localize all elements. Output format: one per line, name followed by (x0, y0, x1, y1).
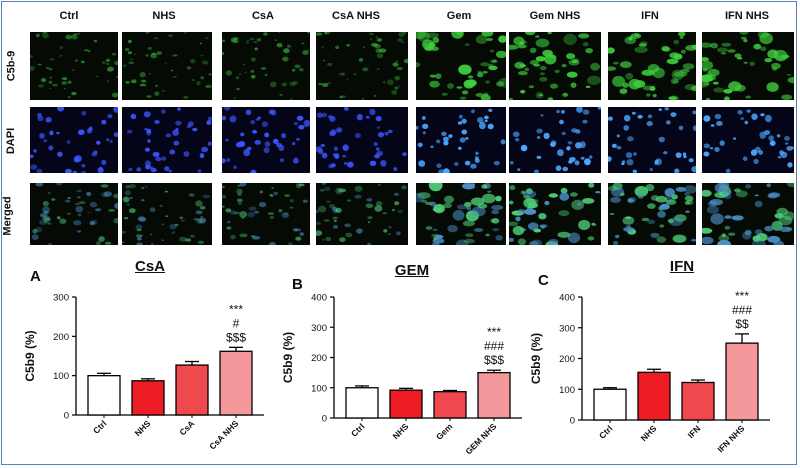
chart-a-significance-label: *** (229, 302, 243, 316)
chart-c-y-tick-label: 200 (559, 354, 575, 365)
micrograph-dapi-2 (122, 107, 212, 173)
chart-b-category-label: GEM NHS (463, 421, 498, 456)
micrograph-dapi-6 (509, 107, 601, 173)
chart-b-category-label: NHS (391, 421, 411, 441)
chart-a-bar-ctrl (87, 375, 121, 416)
micrograph-merged-2 (122, 183, 212, 245)
chart-b-bar-nhs (389, 389, 423, 419)
chart-a-bar-csa-nhs (219, 350, 253, 416)
column-label-nhs: NHS (152, 10, 176, 22)
chart-c-bar-ifn-nhs (725, 342, 759, 421)
chart-c-y-axis-label: C5b9 (%) (529, 333, 543, 384)
chart-title-csa: CsA (134, 258, 166, 275)
column-label-ifn-nhs: IFN NHS (725, 10, 769, 22)
chart-a-category-label: Ctrl (91, 418, 108, 435)
panel-letter-c: C (538, 272, 549, 289)
chart-c-category-label: IFN NHS (715, 423, 746, 454)
chart-c-significance-label: $$ (735, 317, 749, 331)
chart-a-category-label: CsA NHS (207, 418, 240, 451)
chart-b-y-tick-label: 300 (311, 323, 327, 334)
chart-b-y-tick-label: 400 (311, 293, 327, 304)
chart-c-bar-ifn (681, 381, 715, 421)
micrograph-dapi-4 (316, 107, 408, 173)
chart-b-y-tick-label: 200 (311, 353, 327, 364)
micrograph-merged-3 (222, 183, 310, 245)
chart-a-category-label: NHS (133, 418, 153, 438)
micrograph-c5b9-1 (30, 32, 118, 100)
chart-title-ifn: IFN (669, 258, 695, 275)
micrograph-c5b9-8 (702, 32, 794, 100)
micrograph-dapi-7 (608, 107, 696, 173)
chart-c-significance-label: ### (732, 303, 752, 317)
chart-b-y-axis-label: C5b9 (%) (281, 332, 295, 383)
chart-b-category-label: Ctrl (349, 421, 366, 438)
chart-a-bar-nhs (131, 380, 165, 416)
chart-b-category-label: Gem (434, 421, 455, 442)
chart-c-y-tick-label: 300 (559, 323, 575, 334)
chart-b-significance-label: ### (484, 339, 504, 353)
column-label-csa: CsA (251, 10, 275, 22)
column-label-ctrl: Ctrl (59, 10, 79, 22)
chart-a-y-tick-label: 300 (53, 293, 69, 304)
micrograph-merged-8 (702, 183, 794, 245)
chart-c-category-label: Ctrl (597, 423, 614, 440)
chart-c-y-tick-label: 400 (559, 293, 575, 304)
chart-c-y-tick-label: 0 (570, 416, 575, 427)
micrograph-c5b9-5 (416, 32, 506, 100)
chart-c-y-tick-label: 100 (559, 385, 575, 396)
micrograph-dapi-8 (702, 107, 794, 173)
chart-b-bar-ctrl (345, 387, 379, 419)
chart-c-category-label: IFN (686, 423, 703, 440)
column-label-gem: Gem (446, 10, 472, 22)
chart-c-significance-label: *** (735, 289, 749, 303)
chart-a-y-tick-label: 0 (64, 411, 69, 422)
micrograph-dapi-1 (30, 107, 118, 173)
column-label-csa-nhs: CsA NHS (332, 10, 380, 22)
chart-a-significance-label: $$$ (226, 330, 246, 344)
micrograph-c5b9-4 (316, 32, 408, 100)
chart-a-significance-label: # (233, 316, 240, 330)
chart-c-bar-ctrl (593, 388, 627, 421)
chart-c-category-label: NHS (639, 423, 659, 443)
micrograph-dapi-5 (416, 107, 506, 173)
column-label-gem-nhs: Gem NHS (529, 10, 581, 22)
micrograph-c5b9-7 (608, 32, 696, 100)
micrograph-merged-7 (608, 183, 696, 245)
chart-a-y-axis-label: C5b9 (%) (23, 330, 37, 381)
panel-letter-b: B (292, 276, 303, 293)
micrograph-merged-1 (30, 183, 118, 245)
column-label-ifn: IFN (641, 10, 659, 22)
chart-b-significance-label: *** (487, 325, 501, 339)
micrograph-dapi-3 (222, 107, 310, 173)
chart-b-y-tick-label: 100 (311, 383, 327, 394)
chart-b-bar-gem (433, 391, 467, 419)
micrograph-c5b9-3 (222, 32, 310, 100)
micrograph-merged-6 (509, 183, 601, 245)
chart-a-category-label: CsA (177, 418, 196, 437)
chart-b-significance-label: $$$ (484, 353, 504, 367)
chart-b-y-tick-label: 0 (322, 414, 327, 425)
chart-b-bar-gem-nhs (477, 371, 511, 419)
micrograph-merged-5 (416, 183, 506, 245)
panel-letter-a: A (30, 268, 41, 285)
chart-a-y-tick-label: 100 (53, 371, 69, 382)
micrograph-c5b9-6 (509, 32, 601, 100)
chart-title-gem: GEM (394, 262, 430, 279)
chart-c-bar-nhs (637, 371, 671, 421)
micrograph-merged-4 (316, 183, 408, 245)
chart-a-y-tick-label: 200 (53, 332, 69, 343)
chart-a-bar-csa (175, 364, 209, 416)
micrograph-c5b9-2 (122, 32, 212, 100)
